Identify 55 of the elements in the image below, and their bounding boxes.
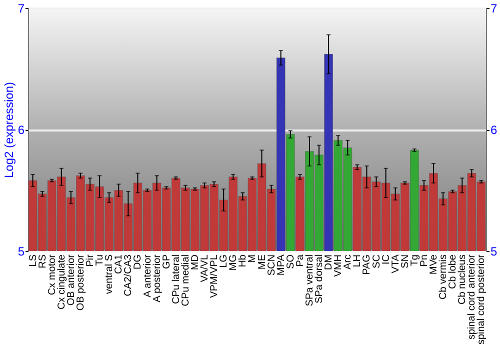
x-tick-label: spinal cord anterior [466,254,478,340]
y2-tick-label: 7 [490,2,498,16]
x-tick-label: M [247,254,258,263]
x-tick-label: A posterior [152,254,163,302]
x-tick-label: VTA [390,254,402,274]
x-tick-label: Cb lobe [448,254,459,289]
x-tick-label: LG [218,254,230,268]
x-tick-label: MG [228,254,240,271]
y2-tick-label: 6 [490,123,498,137]
x-tick-label: GP [161,254,172,269]
x-tick-label: CPu medial [180,254,192,306]
x-tick-label: MVe [428,254,440,275]
y-tick-label: 7 [18,2,25,16]
y2-tick-label: 5 [490,244,498,258]
x-tick-label: spinal cord posterior [476,254,488,345]
x-tick-label: Tg [409,254,420,266]
x-tick-label: IC [380,254,392,264]
x-tick-label: CPu lateral [170,254,182,304]
x-tick-label: Pn [418,254,430,267]
x-tick-label: SC [371,254,382,268]
x-tick-label: A anterior [142,254,154,298]
x-tick-label: Hb [238,254,249,268]
x-tick-label: OB posterior [75,254,86,311]
x-tick-label: VMH [333,254,344,277]
y-axis-title: Log2 (expression) [2,82,16,178]
x-tick-label: Cx motor [46,254,58,296]
x-tick-label: SPa ventral [304,254,316,306]
x-tick-label: SO [285,254,296,269]
x-tick-label: SPa dorsal [314,254,326,304]
x-tick-label: SCN [266,254,278,276]
x-tick-label: Cb vermis [438,254,450,300]
y-tick-label: 6 [18,123,25,137]
x-tick-label: PAG [362,254,373,275]
x-tick-label: DG [132,254,144,270]
x-tick-label: Tu [94,254,106,266]
x-tick-label: Cb nucleus [457,254,468,305]
x-tick-label: SN [400,254,411,268]
x-tick-label: Pa [294,254,306,267]
x-tick-label: VPM/VPL [209,254,220,298]
x-tick-label: Arc [342,254,354,270]
x-tick-label: LH [352,254,364,268]
x-tick-label: LS [28,254,39,267]
x-tick-label: Cx cingulate [56,254,68,310]
x-tick-label: MPA [276,254,287,276]
x-tick-label: CA2/CA3 [123,254,134,296]
y-tick-label: 5 [18,244,25,258]
x-tick-label: OB anterior [66,254,77,306]
x-tick-label: Pir [85,254,96,267]
x-tick-label: RS [37,254,48,268]
x-tick-label: CA1 [114,254,125,274]
x-tick-label: MD [190,254,201,270]
x-tick-label: DM [324,254,335,270]
x-tick-label: ventral S [104,254,116,294]
x-tick-label: VA/VL [200,254,211,282]
x-tick-label: ME [256,254,268,270]
